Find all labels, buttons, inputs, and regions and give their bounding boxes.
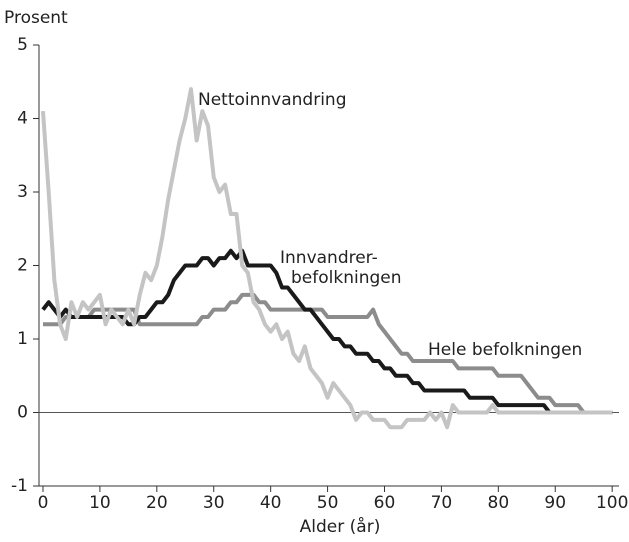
series-line (41, 248, 613, 415)
series-line (40, 87, 613, 430)
x-tick-label: 70 (431, 493, 453, 513)
y-tick-label: 2 (17, 256, 28, 276)
x-tick-label: 40 (260, 493, 282, 513)
series-label: Innvandrer- (280, 248, 378, 268)
x-tick-label: 10 (89, 493, 111, 513)
x-tick-label: 30 (203, 493, 225, 513)
series-label: Nettoinnvandring (198, 90, 347, 110)
series-label: befolkningen (291, 268, 402, 288)
y-axis-label: Prosent (4, 8, 68, 28)
y-tick-label: 5 (17, 35, 28, 55)
x-tick-label: 20 (146, 493, 168, 513)
x-tick-label: 80 (488, 493, 510, 513)
y-tick-label: -1 (11, 476, 28, 496)
x-tick-label: 100 (596, 493, 628, 513)
y-tick-label: 4 (17, 109, 28, 129)
x-tick-label: 60 (374, 493, 396, 513)
x-axis-label: Alder (år) (300, 516, 381, 537)
y-tick-label: 0 (17, 403, 28, 423)
y-tick-label: 1 (17, 329, 28, 349)
x-tick-label: 50 (317, 493, 339, 513)
y-tick-label: 3 (17, 182, 28, 202)
x-tick-label: 0 (38, 493, 49, 513)
x-tick-label: 90 (544, 493, 566, 513)
series-label: Hele befolkningen (428, 340, 582, 360)
